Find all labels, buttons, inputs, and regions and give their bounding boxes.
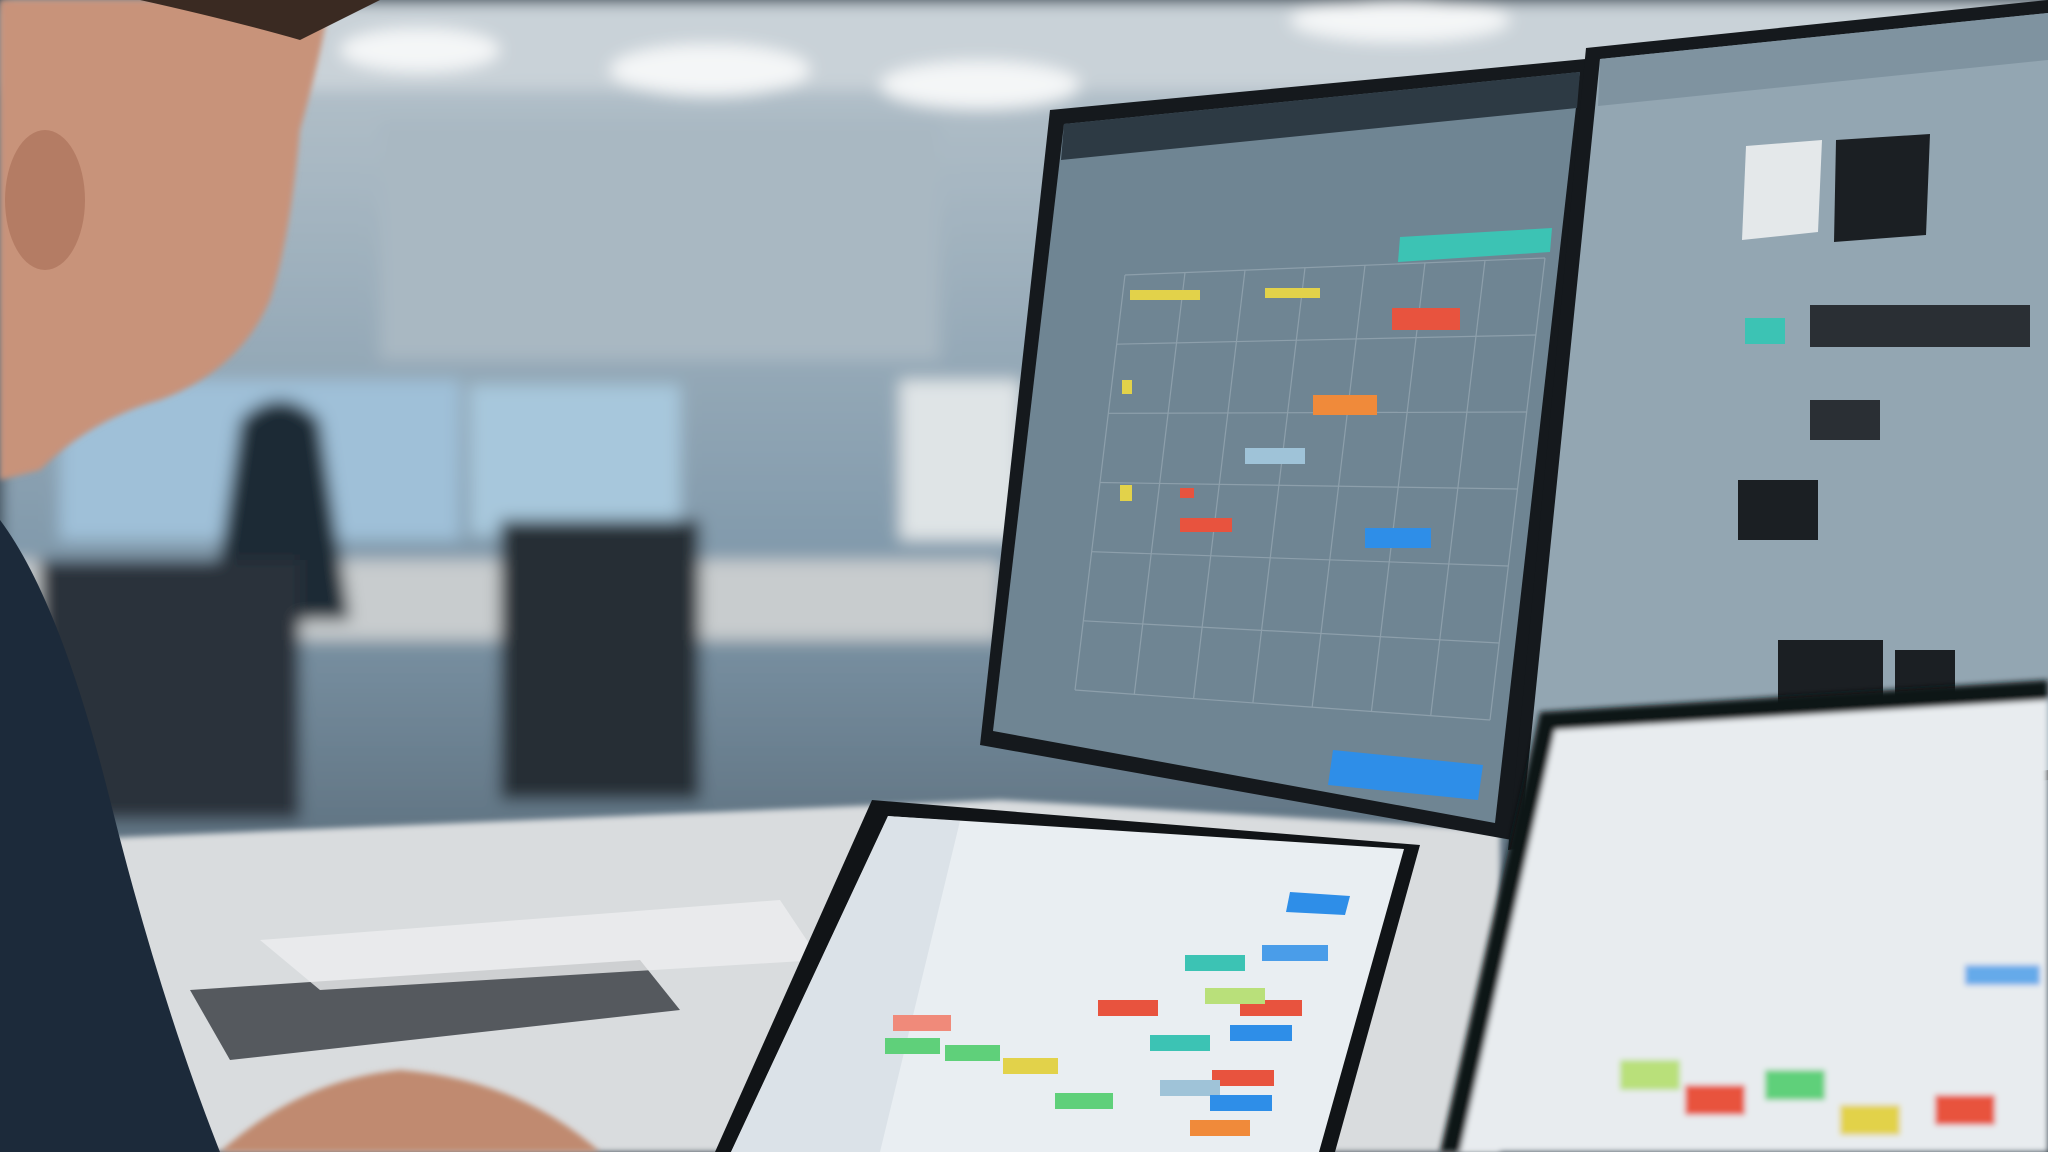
monitor-screen [993,72,1580,823]
teal-tab-bar [1398,228,1552,262]
grid-line [1091,551,1509,567]
person [0,0,600,1152]
event-block [1122,380,1132,394]
event-block [1180,518,1232,532]
grid-line [1083,620,1500,644]
right-monitor [1508,0,2048,850]
screen-titlebar [1061,72,1580,160]
grid-line [1124,257,1546,276]
laptop-events [885,945,1328,1136]
laptop-button[interactable] [1286,892,1350,915]
event-block [1365,528,1431,548]
event-block [1180,488,1194,498]
second-laptop [1440,680,2048,1152]
event-block [1245,448,1305,464]
product-card [1834,134,1930,242]
event-block [1130,290,1200,300]
primary-button[interactable] [1328,750,1483,800]
product-card [1742,140,1822,240]
calendar-events [1120,288,1460,548]
hand [220,1070,600,1152]
event-block [1313,395,1377,415]
badge [1745,318,1785,344]
grid-line [1116,334,1536,345]
product-strip [1810,305,2030,347]
grid-line [1074,689,1491,721]
event-block [1265,288,1320,298]
papers [260,900,820,990]
laptop-sidebar [731,816,960,1152]
grid-line [1099,481,1518,490]
tablet-device [190,960,680,1060]
main-monitor [980,58,1596,840]
laptop [715,800,1420,1152]
event-block [1120,485,1132,501]
event-block [1392,308,1460,330]
